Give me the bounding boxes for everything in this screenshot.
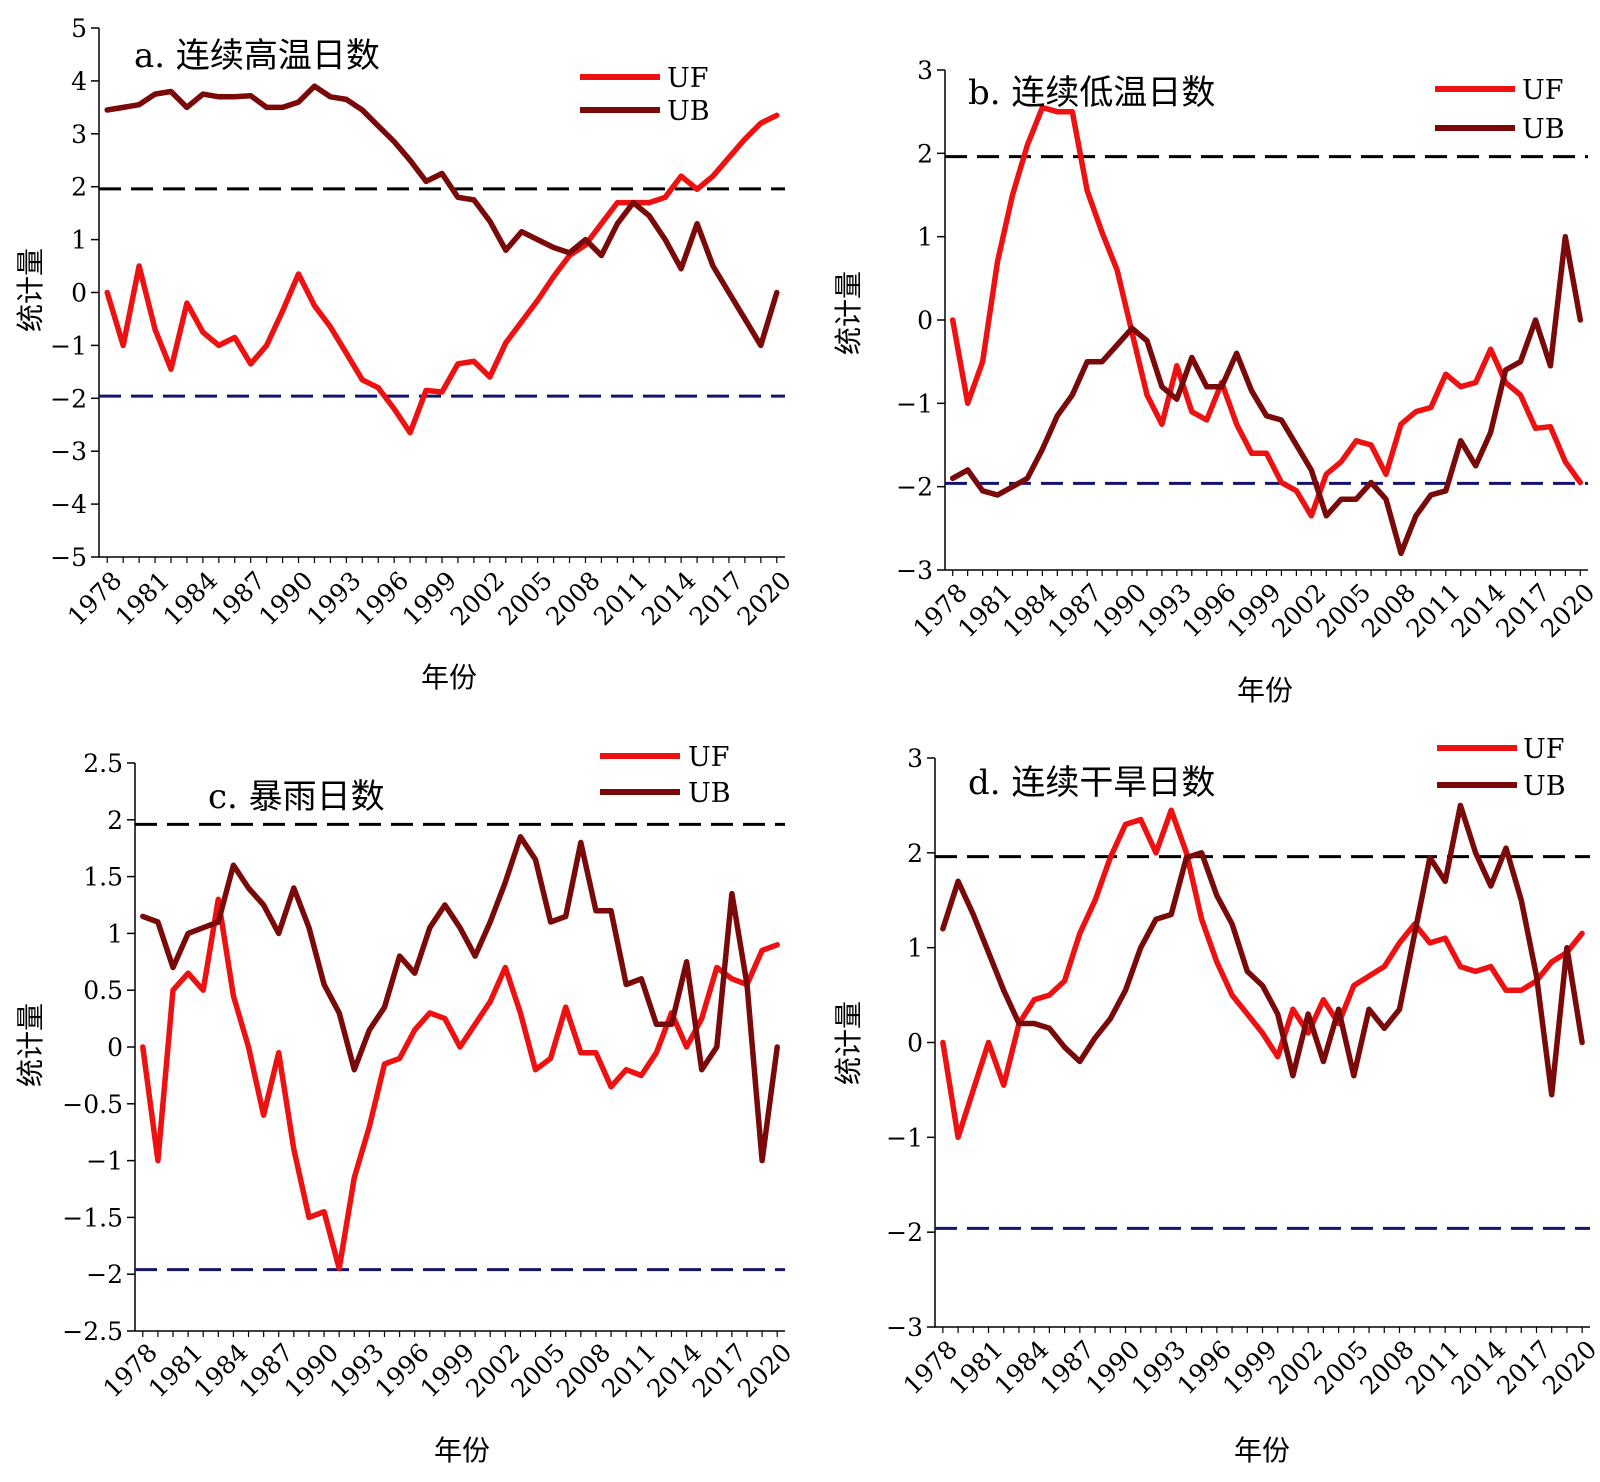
chart-title: c. 暴雨日数 [208, 777, 385, 817]
x-tick-label: 1990 [253, 566, 318, 631]
y-tick-label: 2.5 [83, 749, 123, 778]
y-tick-label: 1 [907, 934, 923, 963]
y-tick-label: −2.5 [62, 1317, 123, 1346]
y-tick-label: −3 [50, 437, 87, 466]
y-tick-label: 0.5 [83, 976, 123, 1005]
y-tick-label: 2 [907, 839, 923, 868]
series-line-ub [949, 233, 1584, 557]
y-tick-label: −0.5 [62, 1090, 123, 1119]
series-line-uf [949, 104, 1584, 519]
series-line-ub [140, 834, 780, 1164]
x-axis-title: 年份 [434, 1434, 490, 1467]
legend-label-ub: UB [1522, 114, 1565, 145]
legend-label-ub: UB [667, 96, 710, 127]
legend-label-uf: UF [688, 742, 730, 773]
series-line-uf [104, 112, 780, 436]
y-tick-label: 3 [907, 744, 923, 773]
x-tick-label: 2014 [636, 566, 701, 631]
y-tick-label: 1.5 [83, 863, 123, 892]
y-axis-title: 统计量 [832, 271, 865, 355]
chart-panel-a: −5 −4 −3 −2 −1 0 1 2 3 4 5 197819811984198719901993… [14, 14, 797, 694]
legend-label-uf: UF [1523, 734, 1565, 765]
y-tick-label: 5 [71, 14, 87, 43]
x-tick-label: 1996 [349, 566, 414, 631]
y-tick-label: 2 [107, 806, 123, 835]
x-tick-label: 2011 [588, 566, 653, 631]
series-line-ub [104, 83, 780, 349]
x-tick-label: 2020 [1537, 1335, 1600, 1400]
x-tick-label: 1999 [397, 566, 462, 631]
y-tick-label: −2 [50, 384, 87, 413]
legend-label-ub: UB [1523, 771, 1566, 802]
y-tick-label: 0 [107, 1033, 123, 1062]
x-tick-label: 2017 [684, 566, 749, 631]
y-axis-title: 统计量 [14, 1003, 47, 1087]
x-tick-label: 1993 [301, 566, 366, 631]
x-tick-label: 1984 [158, 566, 223, 631]
y-tick-label: 0 [71, 279, 87, 308]
y-tick-label: −1 [50, 331, 87, 360]
chart-title: d. 连续干旱日数 [968, 763, 1215, 803]
y-tick-label: 0 [907, 1029, 923, 1058]
y-tick-label: −1.5 [62, 1203, 123, 1232]
y-tick-label: 4 [71, 67, 87, 96]
y-axis-title: 统计量 [832, 1001, 865, 1085]
y-tick-label: −5 [50, 543, 87, 572]
legend-label-uf: UF [1522, 75, 1564, 106]
y-tick-label: −2 [86, 1260, 123, 1289]
x-tick-label: 2020 [732, 566, 797, 631]
y-tick-label: −1 [86, 1147, 123, 1176]
y-tick-label: −3 [896, 556, 933, 585]
y-tick-label: −2 [886, 1218, 923, 1247]
y-tick-label: 3 [917, 56, 933, 85]
chart-panel-d: −3−2−10123197819811984198719901993199619… [832, 734, 1600, 1467]
x-axis-title: 年份 [1234, 1434, 1290, 1467]
y-tick-label: 3 [71, 120, 87, 149]
x-tick-label: 1987 [205, 566, 270, 631]
y-tick-label: 1 [71, 226, 87, 255]
y-tick-label: −4 [50, 490, 87, 519]
y-tick-label: −3 [886, 1313, 923, 1342]
y-tick-label: −1 [896, 389, 933, 418]
y-tick-label: 1 [107, 919, 123, 948]
y-tick-label: 2 [917, 139, 933, 168]
series-line-uf [140, 896, 780, 1272]
x-tick-label: 1981 [110, 566, 175, 631]
x-tick-label: 2005 [492, 566, 557, 631]
chart-panel-c: −2.5−2−1.5−1−0.500.511.522.5197819811984… [14, 742, 797, 1467]
x-tick-label: 2020 [732, 1338, 797, 1403]
chart-panel-b: −3−2−10123197819811984198719901993199619… [832, 56, 1600, 707]
y-tick-label: 2 [71, 173, 87, 202]
y-tick-label: −2 [896, 473, 933, 502]
chart-title: a. 连续高温日数 [134, 36, 380, 76]
y-tick-label: −1 [886, 1123, 923, 1152]
y-tick-label: 0 [917, 306, 933, 335]
y-axis-title: 统计量 [14, 248, 47, 332]
y-tick-label: 1 [917, 223, 933, 252]
legend-label-uf: UF [667, 63, 709, 94]
series-line-uf [940, 807, 1585, 1141]
x-axis-title: 年份 [421, 661, 477, 694]
series-line-ub [940, 802, 1585, 1098]
x-tick-label: 2008 [540, 566, 605, 631]
legend-label-ub: UB [688, 778, 731, 809]
x-axis-title: 年份 [1237, 674, 1293, 707]
chart-title: b. 连续低温日数 [968, 73, 1215, 113]
x-tick-label: 2002 [445, 566, 510, 631]
x-tick-label: 1978 [62, 566, 127, 631]
